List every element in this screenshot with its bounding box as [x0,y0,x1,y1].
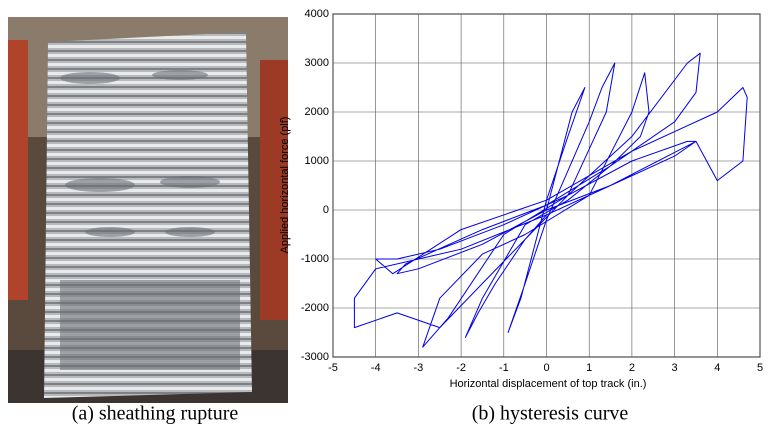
caption: (a) sheathing rupture [72,403,239,425]
x-tick-label: -5 [328,362,338,374]
x-tick-label: -1 [499,362,509,374]
x-axis-label: Horizontal displacement of top track (in… [450,378,647,390]
x-tick-label: 3 [672,362,678,374]
y-axis-label: Applied horizontal force (plf) [279,117,291,254]
x-tick-label: 4 [714,362,720,374]
x-tick-label: -3 [414,362,424,374]
chart: Applied horizontal force (plf) Horizonta… [279,8,763,390]
x-tick-label: -2 [456,362,466,374]
x-tick-label: 2 [629,362,635,374]
x-tick-label: 0 [543,362,549,374]
photo [8,17,288,403]
hysteresis-line [353,52,748,348]
y-tick-label: 1000 [305,155,329,167]
x-tick-label: 1 [586,362,592,374]
x-tick-label: 5 [757,362,763,374]
y-tick-label: -3000 [301,351,329,363]
x-tick-label: -4 [371,362,381,374]
y-tick-label: 3000 [305,57,329,69]
y-tick-label: 4000 [305,8,329,20]
y-tick-label: -2000 [301,302,329,314]
caption: (b) hysteresis curve [472,403,629,425]
y-tick-label: 0 [323,204,329,216]
y-tick-label: 2000 [305,106,329,118]
y-tick-label: -1000 [301,253,329,265]
